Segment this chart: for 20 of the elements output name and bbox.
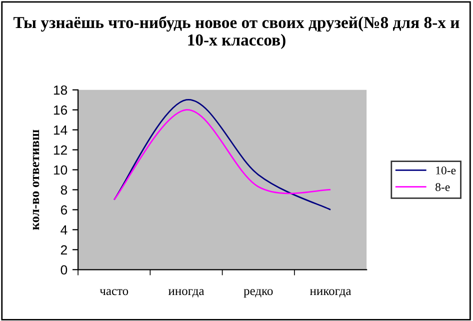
legend-label: 10-е (436, 166, 456, 174)
chart-title: Ты узнаёшь что-нибудь новое от своих друзей(№8 для 8-х и 10-х классов) (14, 16, 460, 50)
x-tick-label: никогда (310, 289, 352, 298)
y-tick-label: 4 (60, 225, 68, 234)
y-tick-label: 6 (60, 205, 68, 215)
y-tick-label: 10 (54, 165, 68, 175)
line-series (113, 99, 332, 210)
y-tick-label: 18 (54, 85, 68, 95)
legend-label: 8-е (436, 183, 450, 192)
y-axis-title: кол-во ответивш (32, 130, 40, 230)
y-tick-label: 2 (60, 245, 67, 254)
x-tick-label: часто (100, 289, 128, 296)
y-tick-label: 8 (60, 185, 68, 195)
x-tick-label: иногда (168, 289, 204, 298)
line-series (113, 109, 332, 200)
x-tick-label: редко (244, 289, 273, 298)
y-tick-label: 0 (60, 265, 68, 275)
y-tick-label: 12 (54, 145, 67, 155)
y-tick-label: 14 (54, 126, 68, 135)
y-tick-label: 16 (54, 105, 68, 115)
